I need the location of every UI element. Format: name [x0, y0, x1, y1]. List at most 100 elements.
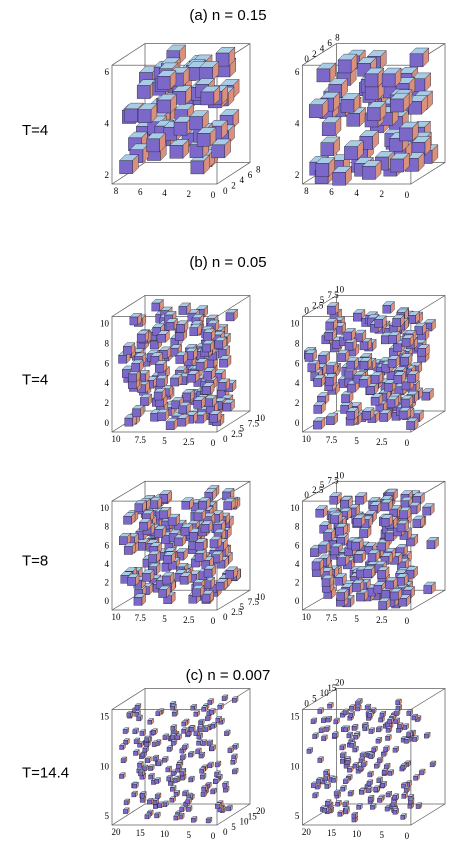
voxel-front	[365, 706, 369, 710]
voxel-front	[133, 784, 137, 788]
voxel-front	[370, 805, 374, 809]
voxel-front	[210, 710, 214, 714]
voxel-front	[132, 793, 136, 797]
voxel-front	[322, 579, 330, 587]
voxel-front	[132, 364, 140, 372]
voxel-front	[172, 712, 176, 716]
voxel-front	[397, 725, 401, 729]
voxel-front	[368, 554, 376, 562]
voxel-front	[123, 346, 131, 354]
voxel-front	[347, 113, 360, 126]
voxel-front	[322, 123, 335, 136]
voxel-front	[326, 417, 334, 425]
y-tick-label: 2	[312, 49, 317, 59]
voxel-front	[367, 386, 375, 394]
voxel-front	[408, 804, 412, 808]
voxel-front	[182, 746, 186, 750]
x-tick-label: 8	[304, 186, 309, 196]
z-tick-label: 6	[295, 67, 300, 77]
x-tick-label: 2.5	[183, 437, 195, 447]
voxel-front	[337, 593, 345, 601]
voxel-front	[145, 738, 149, 742]
x-tick-label: 5	[162, 436, 167, 446]
voxel-front	[176, 736, 180, 740]
voxel-front	[174, 792, 178, 796]
voxel-front	[218, 382, 226, 390]
voxel-front	[187, 374, 195, 382]
voxel-front	[202, 787, 206, 791]
voxel-front	[331, 547, 339, 555]
voxel-front	[387, 400, 395, 408]
voxel-front	[152, 303, 160, 311]
voxel-front	[155, 364, 163, 372]
voxel-front	[340, 754, 344, 758]
voxel-front	[347, 361, 355, 369]
voxel-front	[390, 99, 403, 112]
z-tick-label: 10	[290, 319, 300, 329]
voxel-front	[377, 571, 385, 579]
y-tick-label: 0	[223, 612, 228, 622]
voxel-front	[341, 787, 345, 791]
voxel-front	[123, 730, 127, 734]
voxel-front	[154, 529, 162, 537]
voxel-front	[133, 730, 137, 734]
x-tick-label: 2	[380, 189, 385, 199]
voxel-front	[162, 576, 170, 584]
voxel-front	[168, 782, 172, 786]
voxel-front	[371, 397, 379, 405]
voxel-front	[186, 808, 190, 812]
voxel-front	[347, 734, 351, 738]
voxel-front	[375, 319, 383, 327]
z-tick-label: 10	[290, 761, 300, 771]
voxel-front	[134, 597, 142, 605]
voxel-front	[132, 409, 140, 417]
voxel-front	[399, 598, 407, 606]
voxel-front	[170, 787, 174, 791]
voxel-front	[359, 530, 367, 538]
voxel-front	[338, 60, 351, 73]
voxel-front	[402, 339, 410, 347]
voxel-front	[390, 592, 398, 600]
x-tick-label: 8	[114, 186, 119, 196]
x-tick-label: 2.5	[376, 437, 388, 447]
voxel-front	[125, 109, 138, 122]
voxel-front	[352, 814, 356, 818]
voxel-front	[404, 788, 408, 792]
voxel-front	[216, 582, 224, 590]
cube-plot: 2468642002468	[105, 44, 262, 200]
voxel-front	[349, 713, 353, 717]
z-tick-label: 15	[290, 712, 300, 722]
voxel-front	[202, 386, 210, 394]
voxel-front	[211, 724, 215, 728]
z-tick-label: 2	[105, 577, 110, 587]
voxel-front	[143, 748, 147, 752]
voxel-front	[182, 501, 190, 509]
box-edge	[411, 689, 445, 710]
voxel-front	[387, 720, 391, 724]
voxel-front	[331, 778, 335, 782]
y-tick-label: 5	[231, 822, 236, 832]
voxel-front	[168, 518, 176, 526]
voxel-front	[138, 542, 146, 550]
voxel-front	[422, 392, 430, 400]
voxel-front	[191, 706, 195, 710]
voxel-front	[140, 793, 144, 797]
voxel-front	[189, 727, 193, 731]
voxel-front	[318, 759, 322, 763]
voxel-front	[194, 732, 198, 736]
voxel-front	[401, 815, 405, 819]
z-tick-label: 8	[105, 338, 110, 348]
voxel-front	[413, 520, 421, 528]
voxel-front	[337, 558, 345, 566]
voxel-front	[326, 322, 334, 330]
voxel-front	[197, 133, 210, 146]
voxel-front	[137, 86, 150, 99]
y-tick-label: 5	[240, 602, 245, 612]
voxel-front	[313, 794, 317, 798]
cube-plot: 510152015105005101520	[290, 678, 445, 842]
voxel-front	[180, 756, 184, 760]
voxel-front	[223, 788, 227, 792]
voxel-front	[216, 718, 220, 722]
x-tick-label: 7.5	[326, 435, 338, 445]
voxel-front	[140, 398, 148, 406]
